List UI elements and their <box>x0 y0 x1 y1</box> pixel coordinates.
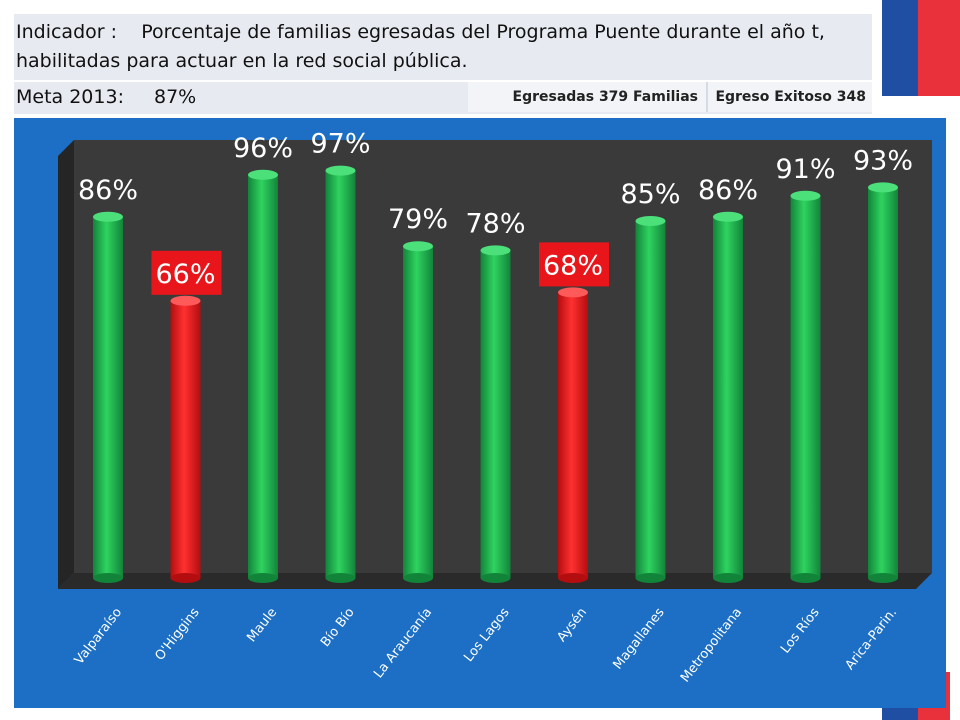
bar-top-8 <box>635 216 666 226</box>
indicator-label: Indicador : <box>16 21 118 43</box>
bar-base-6 <box>480 573 511 583</box>
bar-chart: 86%Valparaíso66%O'Higgins96%Maule97%Bío … <box>14 118 946 708</box>
data-label-9: 86% <box>698 175 758 206</box>
bar-4 <box>325 170 356 578</box>
data-label-11: 93% <box>853 145 913 176</box>
bar-top-2 <box>170 295 201 306</box>
indicator-text: Indicador : Porcentaje de familias egres… <box>16 18 872 76</box>
bar-top-5 <box>403 241 433 252</box>
data-label-2: 66% <box>155 259 215 290</box>
bar-11 <box>868 187 898 578</box>
bar-base-1 <box>93 573 123 583</box>
bar-base-3 <box>248 573 278 583</box>
bar-top-3 <box>248 169 278 180</box>
bar-5 <box>403 246 433 578</box>
chart-container: 86% Valparaíso 66% O'Higgins 96% Maule 97% Bío … <box>14 118 946 708</box>
data-label-6: 78% <box>465 208 525 239</box>
bar-top-10 <box>790 190 821 201</box>
bar-base-8 <box>635 573 666 583</box>
indicator-header: Indicador : Porcentaje de familias egres… <box>14 14 872 114</box>
bar-8 <box>635 221 666 578</box>
bar-base-10 <box>790 573 821 583</box>
flag-blue-band <box>882 0 918 96</box>
plot-side-wall <box>58 140 74 589</box>
bar-10 <box>790 195 821 579</box>
bar-top-1 <box>93 211 123 222</box>
bar-base-9 <box>713 573 743 583</box>
bar-3 <box>248 174 278 579</box>
bar-1 <box>93 216 123 579</box>
data-label-1: 86% <box>78 175 138 206</box>
bar-7 <box>558 292 588 578</box>
data-label-7: 68% <box>543 250 603 281</box>
meta-row: Meta 2013: 87% Egresadas 379 Familias Eg… <box>14 82 872 114</box>
flag-red-band <box>918 0 960 96</box>
bar-base-4 <box>325 573 356 583</box>
bar-base-11 <box>868 573 898 583</box>
indicator-description: Porcentaje de familias egresadas del Pro… <box>16 21 825 72</box>
bar-top-11 <box>868 182 898 193</box>
bar-base-5 <box>403 573 433 583</box>
data-label-box-2 <box>151 250 222 295</box>
bar-9 <box>713 216 743 579</box>
data-label-8: 85% <box>620 179 680 210</box>
bar-base-2 <box>170 573 201 583</box>
bar-base-7 <box>558 573 588 583</box>
egreso-exitoso-cell: Egreso Exitoso 348 <box>706 82 872 112</box>
bar-top-7 <box>558 287 588 298</box>
indicator-row: Indicador : Porcentaje de familias egres… <box>14 14 872 80</box>
data-label-box-7 <box>539 242 609 287</box>
egresadas-cell: Egresadas 379 Familias <box>468 82 706 112</box>
data-label-10: 91% <box>775 154 835 185</box>
data-label-5: 79% <box>388 204 448 235</box>
bar-2 <box>170 300 201 578</box>
bar-top-4 <box>325 165 356 176</box>
data-label-3: 96% <box>233 133 293 164</box>
bar-top-9 <box>713 211 743 222</box>
data-label-4: 97% <box>310 129 370 160</box>
bar-6 <box>480 250 511 578</box>
meta-label: Meta 2013: <box>16 86 124 108</box>
bar-top-6 <box>480 245 511 256</box>
meta-value: 87% <box>154 86 197 108</box>
